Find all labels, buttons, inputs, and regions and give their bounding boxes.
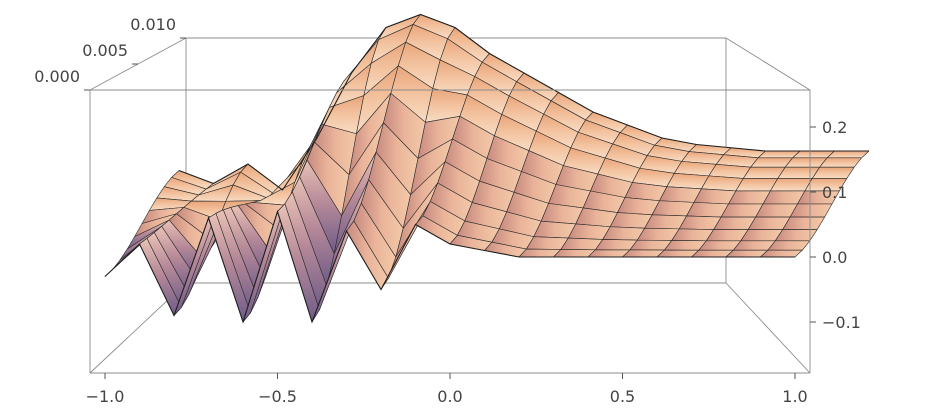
z-tick-label: 0.1 — [822, 183, 847, 202]
x-tick-label: 1.0 — [782, 387, 807, 406]
x-axis: −1.0 −0.5 0.0 0.5 1.0 — [86, 373, 808, 406]
surface-patch — [811, 166, 855, 179]
x-tick-label: 0.0 — [437, 387, 462, 406]
surface-patch — [760, 249, 803, 258]
z-tick-label: 0.0 — [822, 248, 847, 267]
surface-back-edge — [178, 13, 869, 191]
surface — [104, 13, 870, 324]
z-axis: −0.1 0.0 0.1 0.2 — [810, 118, 861, 332]
surface-front-edge — [104, 209, 795, 324]
y-tick-label: 0.000 — [34, 67, 80, 86]
x-tick-label: −0.5 — [258, 387, 297, 406]
y-tick-label: 0.005 — [82, 41, 128, 60]
surface-patch — [774, 229, 818, 242]
z-tick-label: −0.1 — [822, 313, 861, 332]
z-tick-label: 0.2 — [822, 118, 847, 137]
surface-patch — [767, 240, 811, 251]
surface-patch — [819, 157, 862, 168]
y-tick-label: 0.010 — [130, 15, 176, 34]
surface-patch — [826, 150, 870, 159]
x-tick-label: −1.0 — [86, 387, 125, 406]
surface-patch — [789, 203, 833, 218]
x-tick-label: 0.5 — [610, 387, 635, 406]
surface-patch — [782, 216, 825, 230]
